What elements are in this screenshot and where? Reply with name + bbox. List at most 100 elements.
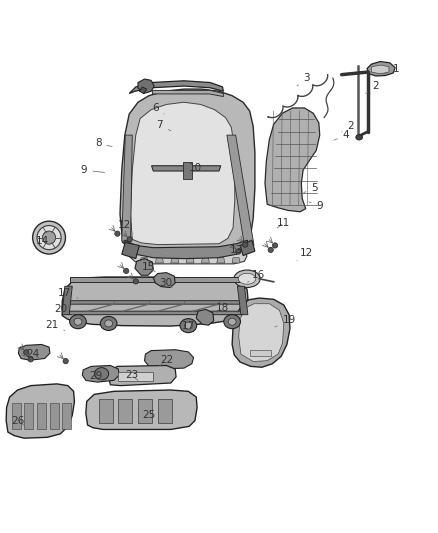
Ellipse shape [115,231,120,236]
Polygon shape [138,79,154,93]
Text: 21: 21 [45,320,65,330]
Polygon shape [18,344,50,360]
Polygon shape [120,89,255,253]
Polygon shape [152,91,223,96]
Polygon shape [240,240,255,255]
Polygon shape [186,258,194,263]
Polygon shape [371,65,389,74]
Ellipse shape [95,368,109,380]
Polygon shape [86,390,197,430]
Text: 29: 29 [89,371,102,381]
Bar [50,403,59,430]
Ellipse shape [268,247,273,253]
Polygon shape [153,273,175,287]
Text: 8: 8 [95,138,112,148]
Polygon shape [6,384,74,438]
Text: 25: 25 [139,410,155,423]
Polygon shape [131,102,235,245]
Ellipse shape [272,243,278,248]
Ellipse shape [127,237,132,242]
Text: 10: 10 [188,163,201,173]
Polygon shape [122,243,139,259]
Polygon shape [139,87,147,93]
Text: 9: 9 [309,201,323,211]
Polygon shape [155,258,163,263]
Ellipse shape [234,270,260,287]
Text: 1: 1 [384,63,400,75]
Ellipse shape [236,249,241,254]
Bar [138,399,152,423]
Polygon shape [183,162,192,179]
Ellipse shape [32,221,66,254]
Text: 11: 11 [277,217,290,228]
Polygon shape [152,166,221,171]
Ellipse shape [124,268,129,273]
Ellipse shape [74,318,82,325]
Text: 2: 2 [342,122,354,132]
Polygon shape [62,277,248,326]
Ellipse shape [100,317,117,330]
Bar [118,399,132,423]
Ellipse shape [28,357,33,362]
Text: 12: 12 [118,220,133,233]
Text: 22: 22 [160,355,173,366]
Text: 19: 19 [275,315,296,327]
Ellipse shape [224,314,240,329]
Bar [99,399,113,423]
Polygon shape [70,277,240,282]
Ellipse shape [184,322,192,329]
Polygon shape [265,108,320,212]
Polygon shape [239,304,284,361]
Text: 5: 5 [304,183,318,192]
Text: 13: 13 [227,245,243,256]
Text: 14: 14 [36,236,49,246]
Text: 9: 9 [81,165,105,175]
Text: 18: 18 [216,303,229,313]
Ellipse shape [180,319,197,333]
Text: 17: 17 [179,321,195,332]
Ellipse shape [243,242,248,247]
Ellipse shape [37,225,61,249]
Ellipse shape [228,318,236,325]
Polygon shape [140,258,148,263]
Polygon shape [237,286,248,314]
Text: 15: 15 [142,262,155,272]
Bar [24,403,33,430]
Text: 23: 23 [125,370,138,381]
Bar [37,403,46,430]
Polygon shape [171,258,179,263]
Polygon shape [145,350,194,369]
Text: 3: 3 [297,73,310,86]
Ellipse shape [105,320,113,327]
Text: 12: 12 [297,248,313,260]
Text: 2: 2 [366,81,379,93]
Text: 6: 6 [152,103,164,114]
Polygon shape [125,240,247,259]
Polygon shape [227,135,254,246]
Bar [62,403,71,430]
Polygon shape [130,248,247,264]
Polygon shape [129,81,223,93]
Polygon shape [196,310,214,325]
Ellipse shape [356,135,362,140]
Ellipse shape [133,279,138,284]
Polygon shape [232,298,290,367]
Polygon shape [217,258,225,263]
Polygon shape [201,258,209,263]
Polygon shape [367,61,395,76]
Text: 24: 24 [27,349,40,359]
Polygon shape [232,258,240,263]
Bar [12,403,21,430]
Polygon shape [135,259,153,275]
Bar [250,350,271,356]
Text: 17: 17 [58,288,78,298]
Text: 30: 30 [159,278,172,288]
Polygon shape [109,366,176,386]
Ellipse shape [24,350,29,355]
Polygon shape [68,311,244,314]
Polygon shape [122,135,132,241]
Ellipse shape [238,273,256,284]
Ellipse shape [63,359,68,364]
Ellipse shape [42,231,56,244]
Text: 16: 16 [247,270,265,282]
